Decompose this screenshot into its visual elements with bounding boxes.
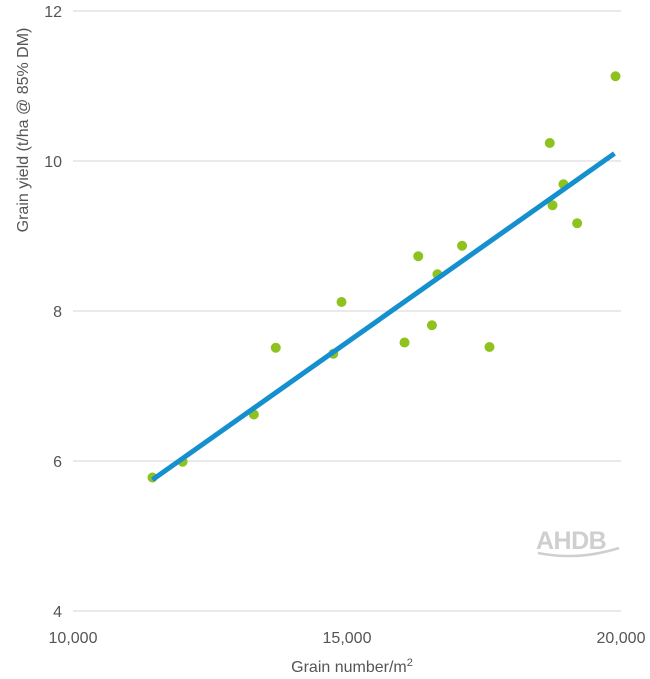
trendline <box>151 151 616 482</box>
data-point <box>572 218 583 229</box>
grid-lines <box>73 10 621 612</box>
data-point <box>544 138 555 148</box>
data-point <box>270 342 281 353</box>
x-tick-label: 20,000 <box>597 630 646 647</box>
ahdb-logo-text: AHDB <box>536 527 606 555</box>
x-axis-title: Grain number/m2 <box>291 657 413 676</box>
y-tick-label: 12 <box>44 4 62 21</box>
y-tick-label: 6 <box>53 454 62 471</box>
y-tick-label: 10 <box>44 154 62 171</box>
data-point <box>426 320 437 331</box>
y-tick-label: 4 <box>53 604 62 621</box>
data-point <box>547 200 558 211</box>
data-points <box>147 71 621 483</box>
ahdb-logo: AHDB <box>536 527 620 558</box>
x-tick-label: 10,000 <box>49 630 98 647</box>
data-point <box>413 251 424 262</box>
trendline-layer <box>151 151 616 482</box>
data-point <box>484 342 495 352</box>
data-point <box>399 337 410 348</box>
data-point <box>610 71 621 82</box>
ahdb-logo-swoosh <box>537 546 620 558</box>
x-tick-label: 15,000 <box>323 630 372 647</box>
data-point <box>457 240 468 251</box>
data-point <box>336 297 347 307</box>
x-axis-ticks: 10,000 15,000 20,000 <box>49 630 646 647</box>
y-axis-title: Grain yield (t/ha @ 85% DM) <box>15 28 32 233</box>
y-axis-ticks: 4 6 8 10 12 <box>44 4 62 621</box>
y-tick-label: 8 <box>53 304 62 321</box>
